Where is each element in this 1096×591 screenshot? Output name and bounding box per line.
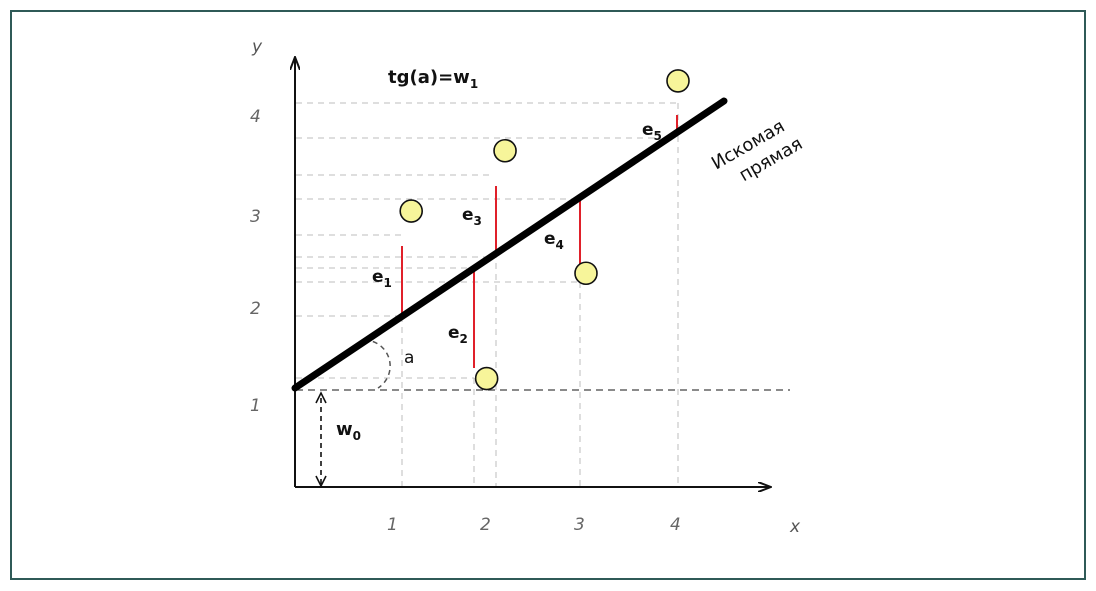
residual-label-e1: e1 (372, 267, 392, 290)
line-label: Искомая прямая (708, 116, 806, 186)
x-axis-label: x (789, 517, 801, 537)
y-tick-1: 1 (250, 396, 261, 416)
intercept-arrow-up-head (315, 391, 327, 404)
data-point-1 (399, 199, 424, 223)
data-point-5 (666, 69, 690, 93)
x-tick-labels: 1 2 3 4 (387, 515, 681, 535)
residual-label-e4: e4 (544, 229, 564, 252)
x-tick-4: 4 (670, 515, 681, 535)
x-tick-1: 1 (387, 515, 398, 535)
y-tick-2: 2 (250, 299, 261, 319)
data-point-3 (493, 138, 517, 163)
x-tick-3: 3 (574, 515, 585, 535)
data-points (399, 69, 690, 391)
residual-label-e5: e5 (642, 120, 662, 143)
y-tick-4: 4 (250, 107, 261, 127)
guide-lines (296, 102, 679, 486)
data-point-2 (474, 366, 499, 391)
y-axis-label: y (251, 37, 263, 57)
slope-formula: tg(a)=w1 (388, 67, 478, 91)
x-tick-2: 2 (480, 515, 491, 535)
y-tick-3: 3 (250, 207, 261, 227)
angle-label: a (404, 348, 414, 368)
residual-lines (401, 115, 678, 368)
residual-labels: e1 e2 e3 e4 e5 (372, 120, 662, 346)
intercept-arrow-down-head (315, 475, 327, 488)
figure-frame (10, 10, 1086, 580)
y-tick-labels: 1 2 3 4 (250, 107, 261, 416)
data-point-4 (574, 261, 598, 286)
residual-label-e2: e2 (448, 323, 468, 346)
intercept-label: w0 (336, 419, 361, 443)
angle-arc (363, 339, 391, 389)
residual-label-e3: e3 (462, 205, 482, 228)
regression-line (291, 97, 728, 392)
